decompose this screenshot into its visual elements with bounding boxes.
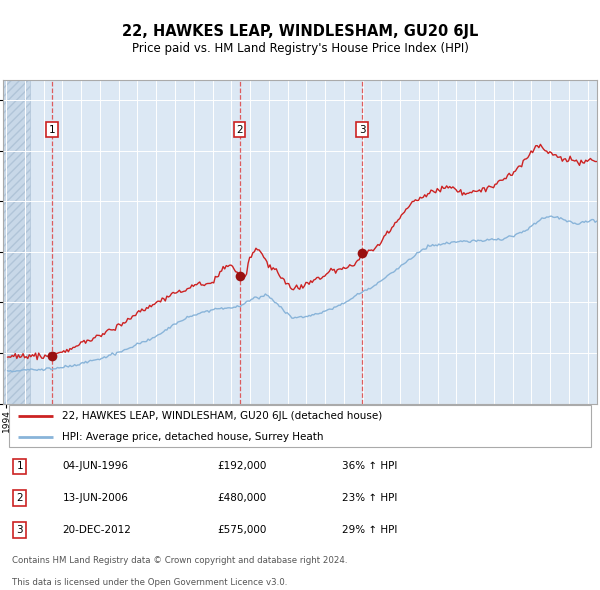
Text: 36% ↑ HPI: 36% ↑ HPI	[341, 461, 397, 471]
Text: 23% ↑ HPI: 23% ↑ HPI	[341, 493, 397, 503]
Text: 13-JUN-2006: 13-JUN-2006	[62, 493, 128, 503]
Text: Contains HM Land Registry data © Crown copyright and database right 2024.: Contains HM Land Registry data © Crown c…	[12, 556, 347, 565]
Text: 1: 1	[49, 125, 55, 135]
Text: 3: 3	[16, 525, 23, 535]
Text: This data is licensed under the Open Government Licence v3.0.: This data is licensed under the Open Gov…	[12, 578, 287, 587]
Text: 2: 2	[236, 125, 243, 135]
Text: 2: 2	[16, 493, 23, 503]
Text: 22, HAWKES LEAP, WINDLESHAM, GU20 6JL (detached house): 22, HAWKES LEAP, WINDLESHAM, GU20 6JL (d…	[62, 411, 383, 421]
Text: Price paid vs. HM Land Registry's House Price Index (HPI): Price paid vs. HM Land Registry's House …	[131, 42, 469, 55]
Text: £480,000: £480,000	[217, 493, 266, 503]
Text: HPI: Average price, detached house, Surrey Heath: HPI: Average price, detached house, Surr…	[62, 432, 324, 442]
Text: 04-JUN-1996: 04-JUN-1996	[62, 461, 128, 471]
Text: 22, HAWKES LEAP, WINDLESHAM, GU20 6JL: 22, HAWKES LEAP, WINDLESHAM, GU20 6JL	[122, 24, 478, 38]
Text: £192,000: £192,000	[217, 461, 266, 471]
Text: 29% ↑ HPI: 29% ↑ HPI	[341, 525, 397, 535]
Text: 3: 3	[359, 125, 365, 135]
Text: 1: 1	[16, 461, 23, 471]
Text: £575,000: £575,000	[217, 525, 266, 535]
Bar	[3, 80, 29, 404]
Text: 20-DEC-2012: 20-DEC-2012	[62, 525, 131, 535]
